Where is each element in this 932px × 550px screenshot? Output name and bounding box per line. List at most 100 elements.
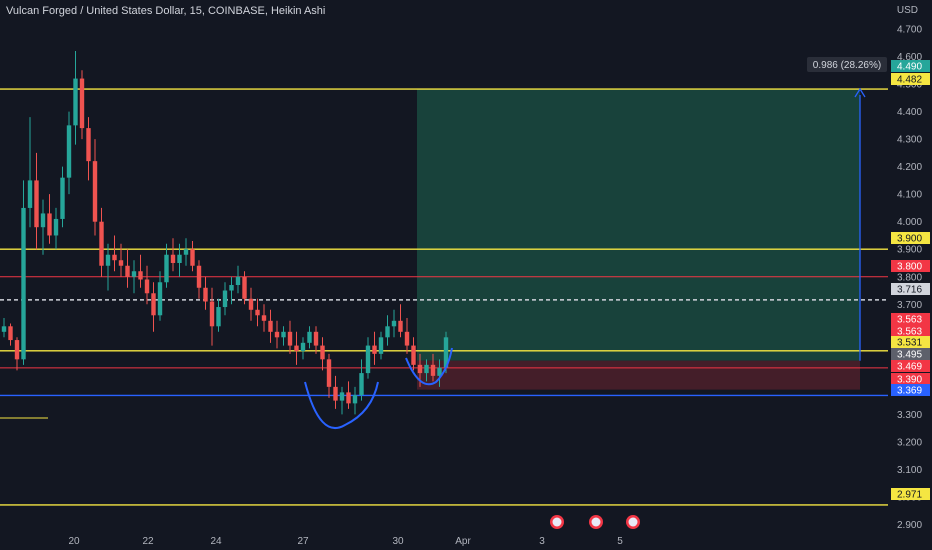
candle-body <box>417 364 423 374</box>
candle-body <box>151 293 156 316</box>
price-label-box <box>891 325 930 337</box>
candle-body <box>8 326 13 341</box>
price-label: 3.369 <box>897 386 922 397</box>
candle-body <box>164 254 169 283</box>
measure-label: 0.986 (28.26%) <box>813 60 881 71</box>
candle-body <box>404 331 410 346</box>
candle-body <box>73 78 78 126</box>
price-label: 2.971 <box>897 490 922 501</box>
time-tick-label: 5 <box>617 536 623 547</box>
candle-body <box>99 221 104 266</box>
price-label: 3.563 <box>897 327 922 338</box>
price-tick-label: 4.500 <box>897 80 922 91</box>
measure-label-box <box>807 57 887 72</box>
candle-body <box>424 364 429 374</box>
price-tick-label: 4.200 <box>897 162 922 173</box>
candle-body <box>365 345 371 374</box>
stop-loss-zone <box>417 360 860 390</box>
candle-body <box>326 359 332 387</box>
us-flag-event-icon-inner <box>591 517 601 527</box>
candle-body <box>27 180 33 208</box>
price-label: 3.531 <box>897 338 922 349</box>
candle-body <box>339 392 345 401</box>
price-tick-label: 2.900 <box>897 520 922 531</box>
candle-body <box>391 320 397 327</box>
candle-body <box>138 271 143 280</box>
candle-body <box>346 392 351 404</box>
candle-body <box>242 276 247 299</box>
candle-body <box>1 326 7 332</box>
candle-body <box>183 249 189 255</box>
candle-body <box>313 331 319 346</box>
candle-body <box>248 298 254 310</box>
candle-body <box>118 260 124 266</box>
candle-body <box>196 265 202 288</box>
time-tick-label: 20 <box>68 536 80 547</box>
price-tick-label: 3.800 <box>897 272 922 283</box>
price-label-box <box>891 260 930 272</box>
candle-body <box>112 254 117 261</box>
price-tick-label: 4.300 <box>897 135 922 146</box>
measure-arrow-head <box>854 87 866 98</box>
time-tick-label: 3 <box>539 536 545 547</box>
candles <box>1 51 449 415</box>
price-label-box <box>891 313 930 325</box>
candle-body <box>333 386 338 401</box>
us-flag-event-icon-inner <box>552 517 562 527</box>
candle-body <box>274 331 280 338</box>
price-label-box <box>891 60 930 72</box>
candle-body <box>14 340 20 360</box>
candle-body <box>294 345 299 352</box>
candle-body <box>40 213 46 228</box>
price-label: 3.563 <box>897 315 922 326</box>
candle-body <box>66 125 72 178</box>
candle-body <box>352 395 358 404</box>
time-tick-label: 24 <box>210 536 222 547</box>
handle-pattern <box>405 347 453 386</box>
candle-body <box>255 309 260 316</box>
price-tick-label: 3.100 <box>897 465 922 476</box>
candle-body <box>261 315 267 321</box>
candle-body <box>281 331 286 338</box>
price-tick-label: 3.200 <box>897 437 922 448</box>
chart-title: Vulcan Forged / United States Dollar, 15… <box>6 5 326 17</box>
price-label: 4.490 <box>897 62 922 73</box>
time-tick-label: 30 <box>392 536 404 547</box>
candle-body <box>53 218 59 236</box>
candle-body <box>92 161 98 222</box>
price-label-box <box>891 348 930 360</box>
candle-body <box>203 287 208 302</box>
currency-label[interactable]: USD <box>896 5 918 16</box>
candle-body <box>131 271 137 277</box>
cup-pattern <box>304 381 379 430</box>
us-flag-event-icon-inner <box>628 517 638 527</box>
candle-body <box>385 326 390 338</box>
candle-body <box>320 345 325 360</box>
candle-body <box>144 279 150 294</box>
candle-body <box>372 345 377 354</box>
price-axis: 2.9003.0003.1003.2003.3003.4003.5003.600… <box>891 25 930 531</box>
candle-body <box>359 373 364 396</box>
candle-body <box>430 364 436 376</box>
time-tick-label: Apr <box>455 536 471 547</box>
price-label-box <box>891 373 930 385</box>
candle-body <box>60 177 65 219</box>
drawings: 0.986 (28.26%) <box>304 57 887 430</box>
candle-body <box>125 265 130 277</box>
price-tick-label: 4.700 <box>897 25 922 36</box>
candle-body <box>86 128 91 162</box>
price-label-box <box>891 283 930 295</box>
price-tick-label: 4.600 <box>897 52 922 63</box>
candle-body <box>443 337 449 368</box>
candle-body <box>398 320 403 332</box>
candle-body <box>411 345 416 365</box>
price-label: 3.495 <box>897 350 922 361</box>
price-label-box <box>891 232 930 244</box>
price-tick-label: 4.400 <box>897 107 922 118</box>
candle-body <box>229 285 234 291</box>
candle-body <box>170 254 176 263</box>
candle-body <box>235 276 241 286</box>
time-tick-label: 22 <box>142 536 154 547</box>
price-tick-label: 4.000 <box>897 217 922 228</box>
